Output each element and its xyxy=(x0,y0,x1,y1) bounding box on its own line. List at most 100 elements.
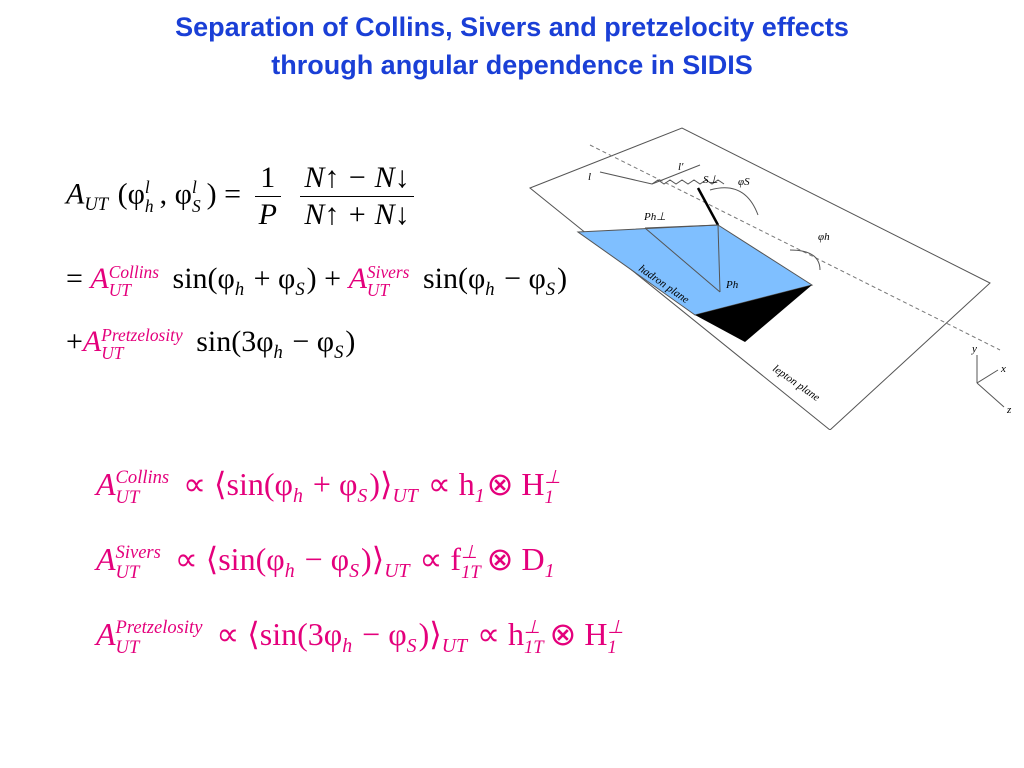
formula-token: − φ xyxy=(354,616,407,652)
formula-token: A xyxy=(82,325,102,358)
formula-token: Sivers xyxy=(366,261,410,282)
angle-arc xyxy=(709,187,759,216)
definition-line: +A Pretzelosity UT sin(3φh − φS) xyxy=(66,325,355,364)
formula-token: P xyxy=(254,196,281,233)
formula-token: UT xyxy=(115,486,140,508)
formula-token: Collins xyxy=(115,467,170,489)
formula-token: )⟩ xyxy=(418,616,442,652)
formula-token: sin(3φ xyxy=(196,325,274,358)
formula-token: S xyxy=(406,634,417,657)
formula-token: 1 xyxy=(544,486,554,508)
formula-token: A xyxy=(96,541,116,577)
formula-token: UT xyxy=(441,634,468,657)
diagram-label: φh xyxy=(818,231,830,243)
formula-token: Collins xyxy=(108,261,160,282)
title-line: Separation of Collins, Sivers and pretze… xyxy=(175,12,849,42)
formula-token: ∝ h xyxy=(427,466,475,502)
angle-arc xyxy=(789,249,821,271)
formula-token: A xyxy=(96,616,116,652)
axis-label: z xyxy=(1006,404,1012,416)
formula-token: )⟩ xyxy=(369,466,393,502)
formula-token: + φ xyxy=(304,466,358,502)
formula-token: N↑ + N↓ xyxy=(300,196,414,233)
axis-z xyxy=(976,382,1005,408)
formula-token: 1 xyxy=(544,559,555,582)
diagram-label: l xyxy=(588,171,591,183)
projection xyxy=(644,227,721,293)
formula-token: h xyxy=(292,484,303,507)
diagram-label: Ph xyxy=(725,279,739,291)
formula-token: UT xyxy=(108,280,131,301)
formula-token: S xyxy=(191,195,201,216)
formula-token: A xyxy=(96,466,116,502)
formula-token: Pretzelosity xyxy=(115,617,203,639)
diagram-label: Ph⊥ xyxy=(643,211,666,223)
formula-token: S xyxy=(545,278,556,300)
formula-token: A xyxy=(90,262,109,295)
axis-line xyxy=(589,144,1001,351)
formula-token: ⊥ xyxy=(523,617,541,639)
formula-token: ∝ ⟨sin(3φ xyxy=(216,616,343,652)
formula-token: l xyxy=(144,177,150,198)
axis-x xyxy=(976,369,999,384)
formula-token: l xyxy=(191,177,197,198)
formula-token: UT xyxy=(115,561,140,583)
formula-token: UT xyxy=(84,193,109,215)
diagram-label: S⊥ xyxy=(703,174,718,186)
formula-token: S xyxy=(334,341,344,363)
formula-token: ) + xyxy=(306,262,342,295)
formula-token: 1 xyxy=(607,636,617,658)
formula-token: − φ xyxy=(284,325,335,358)
lepton-out xyxy=(651,164,701,185)
formula-token: 1T xyxy=(461,561,481,583)
formula-token: ∝ ⟨sin(φ xyxy=(174,541,285,577)
lepton-plane xyxy=(529,127,991,430)
formula-token: − φ xyxy=(496,262,546,295)
formula-token: h xyxy=(485,278,495,300)
axis-label: x xyxy=(1000,363,1006,375)
relation: A Collins UT ∝ ⟨sin(φh + φS)⟩UT ∝ h1⊗ H ⊥ 1 xyxy=(96,465,567,508)
definition-line: = A Collins UT sin(φh + φS) + A Sivers UT si… xyxy=(66,262,567,301)
formula-token: 1 xyxy=(474,484,485,507)
formula-token: (φ xyxy=(117,177,145,211)
formula-token: ⊥ xyxy=(461,542,478,564)
formula-token: sin(φ xyxy=(172,262,235,295)
slide-title: Separation of Collins, Sivers and pretze… xyxy=(0,8,1024,84)
formula-token: )⟩ xyxy=(361,541,385,577)
relation: A Sivers UT ∝ ⟨sin(φh − φS)⟩UT ∝ f ⊥ 1T ⊗ D1 xyxy=(96,540,557,583)
shaded-wedge xyxy=(695,285,812,342)
formula-token: + xyxy=(66,325,83,358)
spin-vector xyxy=(696,187,720,226)
formula-token: S xyxy=(295,278,305,300)
diagram-label: l′ xyxy=(678,161,684,173)
formula-token: ⊥ xyxy=(544,467,561,489)
formula-token: ⊗ H xyxy=(486,466,545,502)
formula-token: ∝ f xyxy=(419,541,462,577)
formula-token: h xyxy=(342,634,353,657)
formula-token: N↑ − N↓ xyxy=(304,161,410,194)
formula-token: S xyxy=(357,484,368,507)
formula-token: Sivers xyxy=(115,542,161,564)
formula-token: h xyxy=(234,278,245,300)
formula-token: A xyxy=(348,262,367,295)
diagram-label: φS xyxy=(738,176,750,188)
formula-token: + φ xyxy=(246,262,296,295)
photon xyxy=(651,179,725,185)
fraction: N↑ − N↓ N↑ + N↓ xyxy=(300,160,414,233)
formula-token: h xyxy=(144,195,154,216)
formula-token: − φ xyxy=(296,541,350,577)
formula-token: ∝ h xyxy=(477,616,524,652)
formula-token: S xyxy=(349,559,360,582)
formula-token: = xyxy=(66,262,83,295)
formula-token: ) = xyxy=(206,177,242,211)
axis-label: y xyxy=(971,343,977,355)
formula-token: h xyxy=(284,559,295,582)
formula-token: Pretzelosity xyxy=(101,324,183,345)
formula-token: ∝ ⟨sin(φ xyxy=(183,466,293,502)
formula-token: UT xyxy=(366,280,390,301)
formula-token: 1 xyxy=(260,161,276,194)
formula-token: A xyxy=(66,177,85,211)
formula-token: UT xyxy=(115,636,140,658)
formula-token: UT xyxy=(101,343,124,364)
